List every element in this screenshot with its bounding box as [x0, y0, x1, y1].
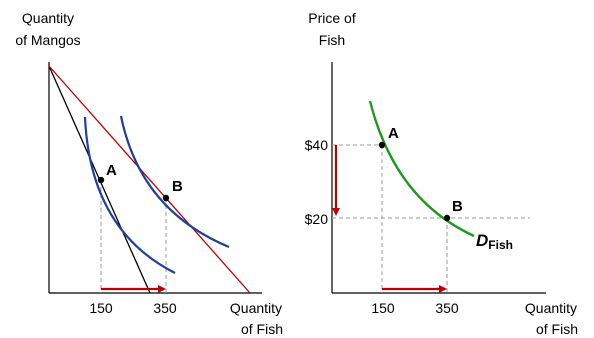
right-x-axis-label-line2: of Fish — [536, 321, 578, 337]
indifference-curve-1 — [83, 116, 176, 274]
price-label-20: $20 — [305, 211, 329, 227]
right-tick-150: 150 — [371, 300, 395, 316]
right-point-b-label: B — [452, 198, 463, 215]
demand-curve — [368, 100, 475, 238]
left-point-b-label: B — [172, 178, 183, 195]
right-y-axis-label-line2: Fish — [319, 32, 345, 48]
demand-label-main: D — [476, 231, 488, 250]
left-x-axis-label-line1: Quantity — [230, 300, 282, 316]
left-tick-350: 350 — [153, 300, 177, 316]
new-budget-line — [48, 65, 251, 294]
right-point-a-marker — [378, 141, 386, 149]
left-x-axis-label-line2: of Fish — [241, 321, 283, 337]
left-panel: Quantity of Mangos A B 150 350 Quantity … — [15, 10, 283, 337]
demand-label-subscript: Fish — [488, 238, 513, 252]
left-y-axis-label-line2: of Mangos — [15, 32, 80, 48]
right-point-a-label: A — [388, 125, 399, 142]
left-point-b-marker — [162, 194, 170, 202]
left-point-a-label: A — [106, 162, 117, 179]
indifference-curve-2 — [119, 115, 230, 249]
right-tick-350: 350 — [435, 300, 459, 316]
price-label-40: $40 — [305, 137, 329, 153]
left-y-axis-label-line1: Quantity — [22, 10, 74, 26]
left-point-a-marker — [97, 176, 105, 184]
left-tick-150: 150 — [89, 300, 113, 316]
right-y-axis-label-line1: Price of — [308, 10, 356, 26]
demand-curve-label: DFish — [476, 231, 513, 252]
right-x-axis-label-line1: Quantity — [525, 300, 577, 316]
right-panel: Price of Fish $40 $20 A B DFish 150 350 … — [305, 10, 578, 337]
right-point-b-marker — [443, 214, 451, 222]
